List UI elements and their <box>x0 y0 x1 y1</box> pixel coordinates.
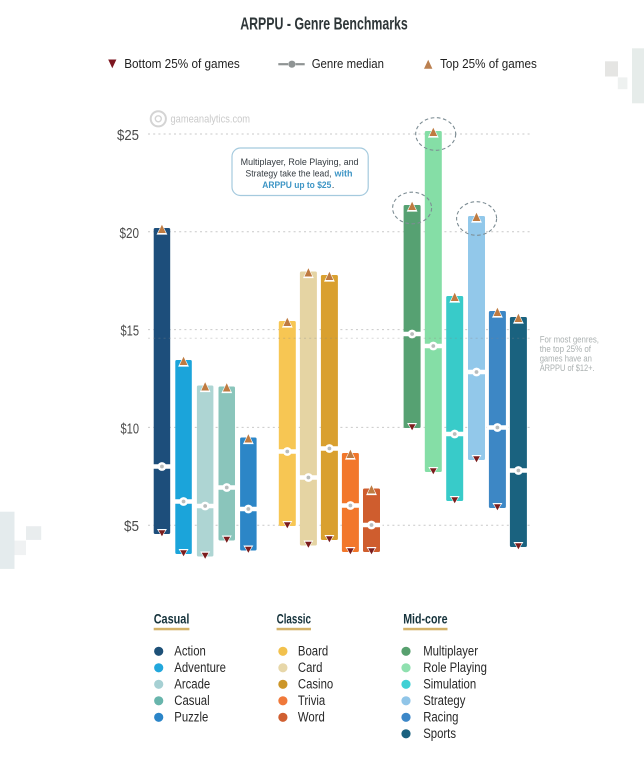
svg-text:with: with <box>334 169 353 180</box>
svg-text:Trivia: Trivia <box>298 693 326 708</box>
svg-text:games have an: games have an <box>540 354 592 364</box>
svg-text:Top 25% of games: Top 25% of games <box>440 56 537 71</box>
svg-text:the top 25% of: the top 25% of <box>540 344 592 354</box>
svg-text:Word: Word <box>298 710 325 725</box>
svg-text:gameanalytics.com: gameanalytics.com <box>171 114 251 126</box>
svg-text:ARPPU - Genre Benchmarks: ARPPU - Genre Benchmarks <box>240 14 408 34</box>
svg-text:Card: Card <box>298 660 323 675</box>
svg-text:Adventure: Adventure <box>174 660 226 675</box>
svg-text:Casino: Casino <box>298 677 333 692</box>
svg-text:Multiplayer, Role Playing, and: Multiplayer, Role Playing, and <box>241 157 359 168</box>
svg-text:Racing: Racing <box>423 710 458 725</box>
svg-text:Sports: Sports <box>423 726 456 741</box>
svg-text:Puzzle: Puzzle <box>174 710 208 725</box>
svg-text:Bottom 25% of games: Bottom 25% of games <box>124 56 240 71</box>
svg-text:For most genres,: For most genres, <box>540 335 599 345</box>
svg-text:Classic: Classic <box>277 611 312 627</box>
svg-text:$25: $25 <box>117 127 139 144</box>
svg-text:.: . <box>332 180 335 191</box>
svg-text:Multiplayer: Multiplayer <box>423 644 478 659</box>
svg-text:Action: Action <box>174 644 206 659</box>
svg-text:$20: $20 <box>120 225 140 242</box>
svg-text:$10: $10 <box>121 420 140 437</box>
svg-text:$5: $5 <box>124 518 139 535</box>
svg-text:ARPPU up to $25: ARPPU up to $25 <box>262 180 332 191</box>
svg-text:$15: $15 <box>121 323 140 340</box>
svg-text:Mid-core: Mid-core <box>403 611 448 627</box>
svg-text:Strategy take the lead,: Strategy take the lead, <box>246 169 332 180</box>
svg-text:Casual: Casual <box>174 693 209 708</box>
svg-text:Board: Board <box>298 644 328 659</box>
svg-text:Simulation: Simulation <box>423 677 476 692</box>
svg-text:Role Playing: Role Playing <box>423 660 487 675</box>
svg-text:Strategy: Strategy <box>423 693 465 708</box>
svg-text:Genre median: Genre median <box>312 56 384 71</box>
svg-text:ARPPU of $12+.: ARPPU of $12+. <box>540 363 595 373</box>
svg-text:Casual: Casual <box>154 611 190 627</box>
svg-text:Arcade: Arcade <box>174 677 210 692</box>
